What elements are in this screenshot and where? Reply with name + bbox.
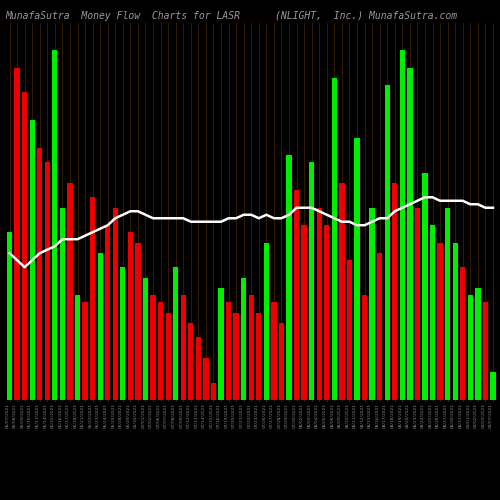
Bar [377,253,382,400]
Bar [68,184,72,400]
Bar [445,208,450,400]
Bar [316,208,322,400]
Bar [14,68,20,400]
Bar [286,156,292,400]
Bar [248,295,254,400]
Bar [272,302,276,400]
Bar [166,312,171,400]
Bar [430,225,435,400]
Bar [37,148,43,400]
Bar [370,208,375,400]
Bar [180,295,186,400]
Bar [347,260,352,400]
Bar [340,184,344,400]
Bar [112,208,118,400]
Bar [490,372,496,400]
Bar [264,242,269,400]
Bar [82,302,87,400]
Bar [7,232,12,400]
Bar [218,288,224,400]
Bar [234,312,239,400]
Bar [460,267,466,400]
Bar [120,267,126,400]
Bar [309,162,314,400]
Bar [422,173,428,400]
Bar [75,295,80,400]
Bar [407,68,412,400]
Bar [143,278,148,400]
Bar [241,278,246,400]
Bar [173,267,178,400]
Bar [188,323,194,400]
Bar [279,323,284,400]
Bar [158,302,163,400]
Bar [52,50,58,400]
Bar [226,302,231,400]
Bar [400,50,405,400]
Bar [204,358,208,400]
Bar [30,120,35,400]
Bar [211,382,216,400]
Bar [438,242,442,400]
Bar [332,78,337,400]
Bar [415,208,420,400]
Bar [136,242,140,400]
Bar [452,242,458,400]
Bar [105,225,110,400]
Bar [294,190,299,400]
Bar [354,138,360,400]
Bar [468,295,473,400]
Bar [22,92,28,400]
Bar [392,184,398,400]
Bar [384,86,390,400]
Bar [256,312,262,400]
Bar [324,225,330,400]
Bar [475,288,480,400]
Bar [302,225,307,400]
Bar [90,198,96,400]
Bar [362,295,367,400]
Bar [483,302,488,400]
Text: MunafaSutra  Money Flow  Charts for LASR: MunafaSutra Money Flow Charts for LASR [5,11,240,21]
Bar [150,295,156,400]
Bar [60,208,65,400]
Bar [128,232,133,400]
Bar [196,337,201,400]
Bar [44,162,50,400]
Bar [98,253,103,400]
Text: (NLIGHT,  Inc.) MunafaSutra.com: (NLIGHT, Inc.) MunafaSutra.com [275,11,457,21]
